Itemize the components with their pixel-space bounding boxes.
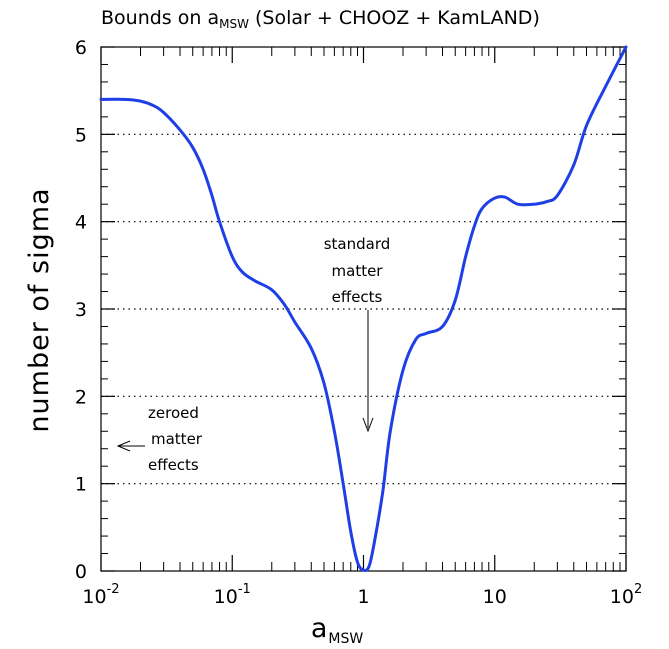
minor-ticks	[101, 47, 626, 571]
chart-title-suffix: (Solar + CHOOZ + KamLAND)	[249, 7, 540, 29]
arrow-left-head-icon	[116, 440, 131, 452]
y-tick-label: 3	[75, 299, 87, 321]
x-axis-label-main: a	[311, 613, 329, 644]
chart-title-prefix: Bounds on	[101, 7, 207, 29]
x-axis-label: aMSW	[311, 613, 364, 647]
annotation-zeroed-line2: matter	[151, 430, 203, 448]
x-tick-label: 10	[483, 586, 507, 608]
y-tick-label: 1	[75, 474, 87, 496]
annotation-zeroed-line3: effects	[148, 456, 199, 474]
chart-title-symbol: a	[207, 7, 219, 29]
x-tick-label: 10-2	[82, 582, 119, 608]
y-tick-labels: 0 1 2 3 4 5 6	[75, 37, 87, 583]
series-line	[99, 45, 628, 572]
annotation-standard-line2: matter	[332, 262, 384, 280]
annotation-zeroed-matter-effects: zeroed matter effects	[116, 404, 203, 474]
chart-title: Bounds on aMSW (Solar + CHOOZ + KamLAND)	[101, 7, 540, 31]
y-tick-label: 2	[75, 386, 87, 408]
annotation-standard-line1: standard	[324, 235, 391, 253]
y-axis-label: number of sigma	[24, 187, 55, 432]
x-tick-label: 102	[610, 582, 642, 608]
arrow-down-head-icon	[362, 417, 374, 433]
annotation-standard-matter-effects: standard matter effects	[324, 235, 391, 433]
y-tick-label: 0	[75, 561, 87, 583]
annotation-zeroed-line1: zeroed	[148, 404, 199, 422]
x-axis-label-sub: MSW	[328, 631, 363, 647]
x-tick-label: 1	[357, 586, 369, 608]
annotation-standard-line3: effects	[332, 288, 383, 306]
y-tick-label: 5	[75, 124, 87, 146]
y-tick-label: 6	[75, 37, 87, 59]
x-tick-labels: 10-2 10-1 1 10 102	[82, 582, 642, 608]
chart-title-symbol-sub: MSW	[219, 17, 249, 31]
x-tick-label: 10-1	[214, 582, 251, 608]
y-tick-label: 4	[75, 212, 87, 234]
